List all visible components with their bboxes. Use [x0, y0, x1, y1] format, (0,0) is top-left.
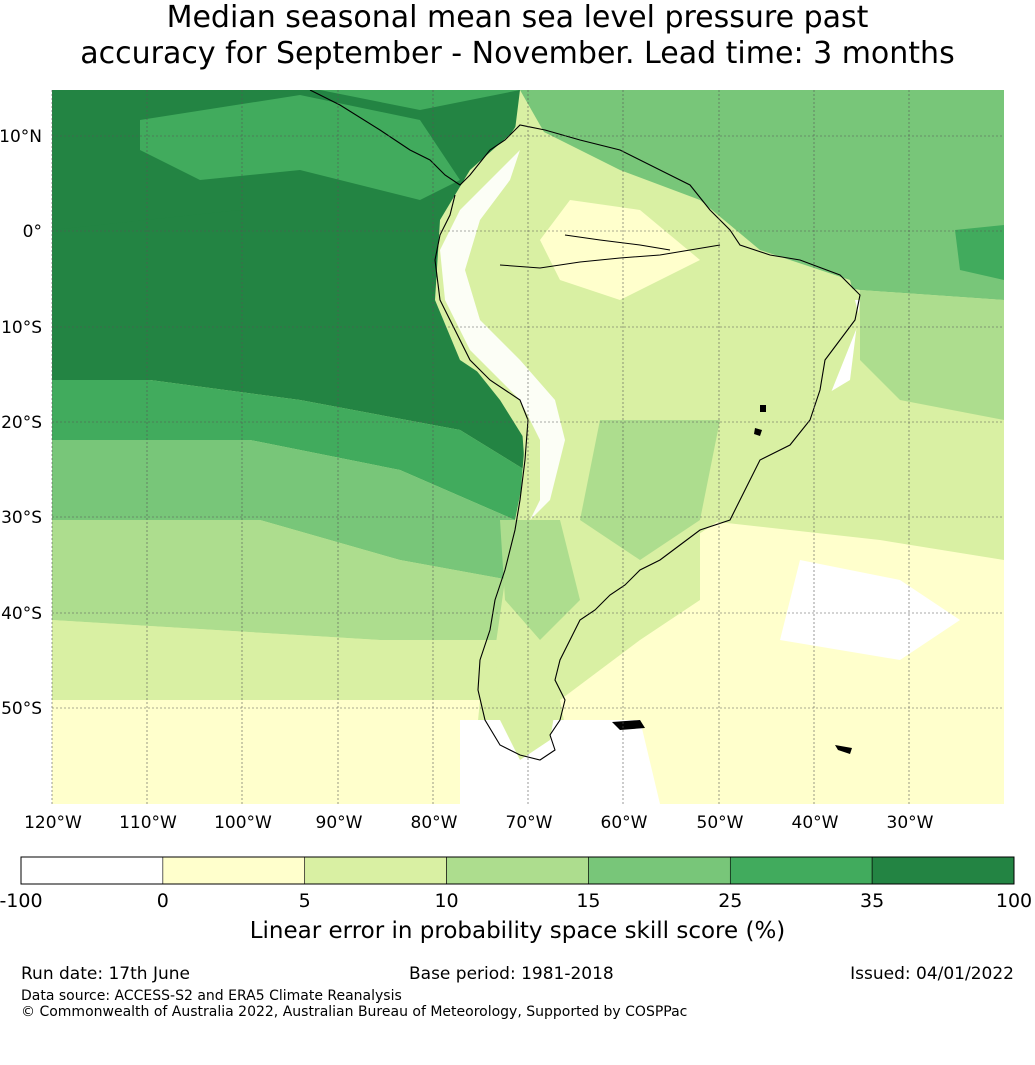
latitude-labels: 10°N 0° 10°S 20°S 30°S 40°S 50°S — [0, 127, 42, 719]
base-period: Base period: 1981-2018 — [409, 964, 614, 984]
colorbar-tick-label: 10 — [434, 890, 458, 912]
colorbar-swatch — [304, 856, 447, 885]
longitude-label: 120°W — [24, 813, 82, 833]
longitude-label: 100°W — [214, 813, 272, 833]
latitude-label: 10°S — [1, 318, 42, 338]
graticule — [51, 90, 1004, 804]
colorbar-swatch — [162, 856, 306, 885]
longitude-label: 70°W — [506, 813, 553, 833]
colorbar-tick-label: 0 — [157, 890, 169, 912]
colorbar-frame — [20, 856, 1015, 885]
title-line-1: Median seasonal mean sea level pressure … — [166, 0, 869, 35]
latitude-label: 20°S — [1, 413, 42, 433]
colorbar-tick-label: 5 — [299, 890, 311, 912]
colorbar-swatch — [588, 856, 731, 885]
longitude-label: 80°W — [411, 813, 458, 833]
latitude-label: 30°S — [1, 508, 42, 528]
data-source: Data source: ACCESS-S2 and ERA5 Climate … — [21, 988, 402, 1004]
skill-score-field — [52, 90, 1004, 804]
latitude-label: 50°S — [1, 699, 42, 719]
longitude-labels: 120°W 110°W 100°W 90°W 80°W 70°W 60°W 50°W 40°W 3… — [24, 813, 934, 833]
longitude-label: 110°W — [119, 813, 177, 833]
latitude-label: 10°N — [0, 127, 42, 147]
colorbar-tick-label: 100 — [996, 890, 1032, 912]
coastline — [309, 90, 861, 761]
latitude-label: 0° — [23, 222, 42, 242]
colorbar-tick-label: 25 — [718, 890, 742, 912]
run-date: Run date: 17th June — [21, 964, 190, 984]
colorbar-swatch — [729, 856, 873, 885]
title-line-2: accuracy for September - November. Lead … — [80, 36, 955, 71]
colorbar-swatch — [871, 856, 1015, 885]
longitude-label: 90°W — [316, 813, 363, 833]
colorbar-tick-label: 35 — [860, 890, 884, 912]
colorbar-tick-label: 15 — [576, 890, 600, 912]
latitude-label: 40°S — [1, 604, 42, 624]
issued-date: Issued: 04/01/2022 — [850, 964, 1014, 984]
colorbar: -100 0 5 10 15 25 35 100 — [0, 856, 1032, 912]
copyright: © Commonwealth of Australia 2022, Austra… — [21, 1004, 688, 1020]
colorbar-swatch — [20, 856, 164, 885]
longitude-label: 30°W — [887, 813, 934, 833]
chart-title: Median seasonal mean sea level pressure … — [0, 0, 1035, 72]
longitude-label: 50°W — [697, 813, 744, 833]
colorbar-tick-label: -100 — [0, 890, 43, 912]
longitude-label: 40°W — [792, 813, 839, 833]
colorbar-swatch — [446, 856, 589, 885]
longitude-label: 60°W — [601, 813, 648, 833]
colorbar-label: Linear error in probability space skill … — [249, 918, 786, 944]
